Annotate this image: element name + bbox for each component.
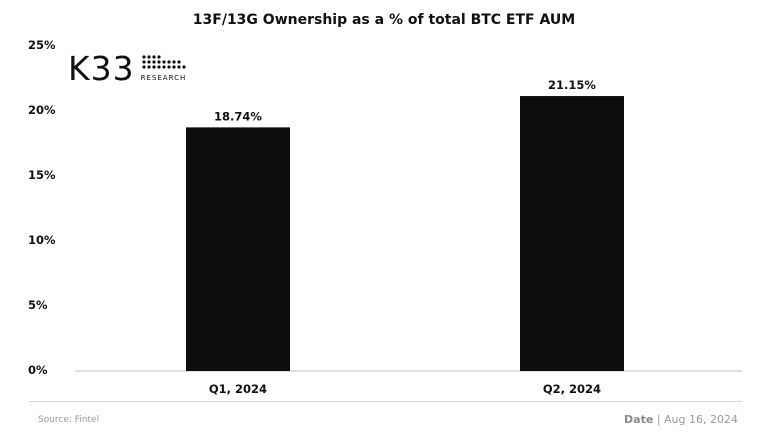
date-label: Date: [624, 413, 654, 426]
k33-research-logo: K33 RESEARCH: [68, 50, 187, 86]
date-note: Date | Aug 16, 2024: [624, 413, 738, 426]
source-note: Source: Fintel: [38, 415, 100, 425]
x-tick-label: Q2, 2024: [543, 382, 601, 396]
y-tick-label: 10%: [28, 233, 56, 247]
date-value: | Aug 16, 2024: [656, 413, 738, 426]
chart-title: 13F/13G Ownership as a % of total BTC ET…: [192, 12, 576, 28]
y-tick-label: 5%: [28, 298, 48, 312]
bar: [186, 127, 290, 371]
bar-value-label: 18.74%: [214, 109, 262, 123]
logo-wordmark: K33: [68, 48, 135, 88]
footer-divider: [28, 401, 742, 402]
bar: [520, 96, 624, 372]
y-tick-label: 20%: [28, 103, 56, 117]
logo-dot-grid-icon: [142, 55, 186, 69]
y-tick-label: 0%: [28, 363, 48, 377]
bar-value-label: 21.15%: [548, 78, 596, 92]
x-tick-label: Q1, 2024: [209, 382, 267, 396]
y-tick-label: 15%: [28, 168, 56, 182]
logo-subtitle: RESEARCH: [140, 74, 187, 82]
y-tick-label: 25%: [28, 38, 56, 52]
